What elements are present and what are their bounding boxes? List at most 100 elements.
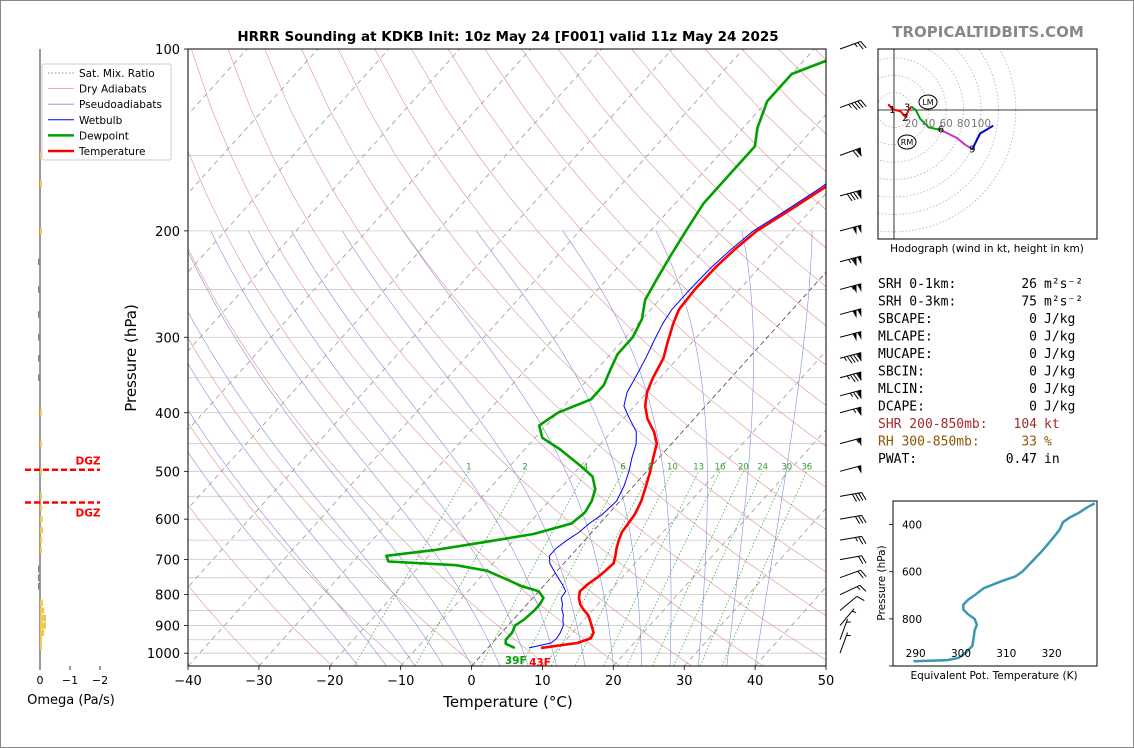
dgz-markers: DGZ DGZ [25, 456, 101, 519]
lm-marker [918, 94, 938, 110]
index-unit: % [1044, 435, 1052, 450]
dry-adiabat [191, 49, 692, 666]
legend-label: Temperature [78, 146, 146, 158]
barb-flag [846, 356, 853, 364]
barb-staff [839, 283, 862, 290]
dry-adiabat [227, 49, 764, 666]
barb-staff [839, 437, 862, 445]
pseudoadiabat [562, 230, 672, 666]
barb-flag [861, 515, 867, 523]
barb-flag [856, 353, 862, 362]
index-value: 0 [1029, 330, 1037, 345]
dry-adiabat [188, 337, 477, 666]
x-tick-label: 0 [467, 674, 475, 689]
mixing-ratio-label: 8 [648, 462, 653, 472]
theta-e-y-label: Pressure (hPa) [876, 545, 888, 620]
pseudoadiabat [247, 230, 529, 666]
y-tick-label: 800 [155, 589, 180, 604]
hodograph-segment [910, 105, 942, 131]
dry-adiabat [188, 247, 549, 666]
legend-box [41, 63, 172, 161]
barb-half-flag [843, 356, 847, 361]
barb-half-flag [848, 259, 852, 264]
mixing-ratio-line [414, 471, 526, 666]
barb-half-flag [851, 286, 855, 291]
barb-flag [852, 150, 859, 158]
surface-labels: 39F 43F [505, 655, 551, 669]
barb-half-flag [856, 438, 860, 444]
barb-flag [854, 516, 861, 525]
y-tick-label: 500 [155, 465, 180, 480]
barb-staff [839, 331, 862, 338]
theta-e-y-ticks: 400 600 800 [889, 520, 922, 667]
theta-e-frame [892, 500, 1098, 667]
dry-adiabat [557, 49, 826, 327]
index-unit: m²s⁻² [1044, 277, 1083, 292]
mixing-ratio-label: 6 [620, 462, 625, 472]
barb-half-flag [848, 104, 852, 108]
index-value: 0.47 [1006, 452, 1037, 467]
dry-adiabat [264, 49, 826, 661]
barb-flag [857, 100, 864, 108]
x-tick-label: 50 [818, 674, 835, 689]
hodograph-height-label: 3 [904, 103, 910, 114]
y-tick-label: 900 [155, 620, 180, 635]
omega-bar [40, 636, 42, 643]
wind-barb [839, 514, 867, 525]
indices-table: SRH 0-1km: 26 m²s⁻² SRH 0-3km: 75 m²s⁻² SBCAPE… [878, 277, 1083, 467]
barb-half-flag [851, 610, 857, 614]
wind-barb [839, 352, 862, 364]
storm-motion-right: RM [897, 134, 917, 150]
wind-barbs [839, 41, 867, 654]
y-tick-label: 300 [155, 331, 180, 346]
wind-barb [839, 406, 862, 416]
index-value: 26 [1021, 277, 1037, 292]
omega-bar [40, 493, 42, 500]
index-value: 104 [1014, 417, 1038, 432]
barb-flag [851, 493, 857, 502]
pseudoadiabat [188, 363, 416, 666]
omega-bars [37, 152, 46, 650]
omega-bar [38, 334, 40, 341]
omega-bar [40, 526, 43, 534]
barb-flag [858, 556, 864, 564]
skewt-y-label: Pressure (hPa) [122, 304, 140, 412]
barb-flag [856, 191, 862, 199]
omega-bar [38, 311, 40, 318]
dry-adiabat [374, 49, 826, 530]
theta-e-x-tick: 320 [1042, 648, 1062, 660]
isotherm-line [258, 49, 815, 666]
mixing-ratio-label: 1 [466, 462, 471, 472]
mixing-ratio-line [626, 471, 721, 666]
index-value: 0 [1029, 347, 1037, 362]
mixing-ratio-line [603, 471, 700, 666]
barb-half-flag [856, 586, 861, 591]
barb-flag [849, 355, 856, 363]
omega-bar [40, 614, 46, 622]
barb-flag [858, 515, 864, 524]
theta-e-y-tick: 800 [902, 614, 922, 626]
dry-adiabat [188, 584, 261, 666]
wind-barb [839, 618, 851, 640]
pseudoadiabat [726, 230, 754, 666]
x-tick-label: −30 [245, 674, 272, 689]
temperature-trace [540, 184, 826, 650]
pseudoadiabats [188, 230, 813, 666]
barb-half-flag [852, 408, 857, 413]
omega-bar [40, 536, 43, 544]
omega-bar [40, 607, 45, 614]
isotherms [188, 49, 826, 666]
hodograph-ring-label: 80 [957, 118, 970, 130]
isobars [188, 49, 826, 666]
index-unit: m²s⁻² [1044, 295, 1083, 310]
mixing-ratio-line [652, 471, 744, 666]
omega-tick-label: 0 [37, 674, 44, 687]
mixing-ratio-line [550, 471, 651, 666]
index-label: DCAPE: [878, 400, 925, 415]
barb-staff [839, 555, 862, 561]
wind-barb [839, 224, 862, 235]
hodograph-frame [877, 48, 1098, 240]
barb-half-flag [846, 621, 851, 623]
wind-barb [839, 595, 865, 611]
